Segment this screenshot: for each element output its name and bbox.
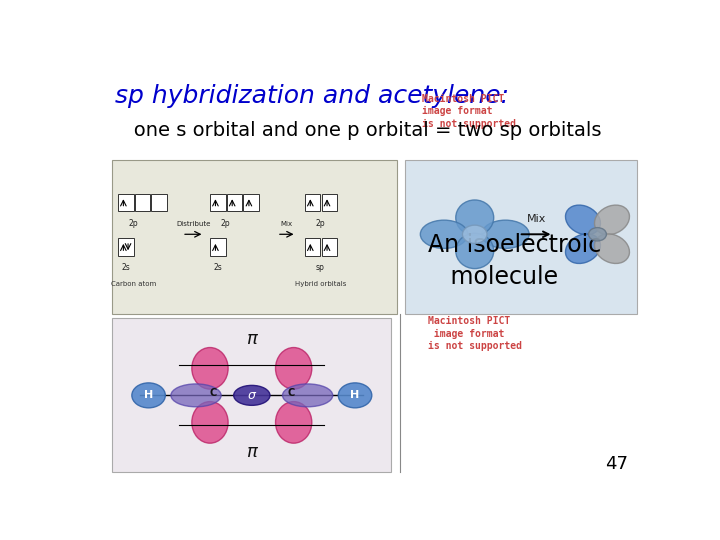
FancyBboxPatch shape bbox=[112, 319, 392, 472]
Text: Distribute: Distribute bbox=[176, 221, 210, 227]
Text: H: H bbox=[351, 390, 360, 400]
Ellipse shape bbox=[565, 234, 600, 264]
Ellipse shape bbox=[565, 205, 600, 235]
Ellipse shape bbox=[234, 386, 270, 406]
Text: sp hybridization and acetylene:: sp hybridization and acetylene: bbox=[115, 84, 509, 107]
FancyBboxPatch shape bbox=[118, 194, 133, 211]
Text: sp: sp bbox=[316, 264, 325, 272]
Text: C: C bbox=[209, 388, 217, 399]
Ellipse shape bbox=[456, 200, 494, 235]
Circle shape bbox=[132, 383, 166, 408]
Text: 2s: 2s bbox=[122, 264, 130, 272]
FancyBboxPatch shape bbox=[112, 160, 397, 314]
Text: 2s: 2s bbox=[213, 264, 222, 272]
FancyBboxPatch shape bbox=[135, 194, 150, 211]
Text: 2p: 2p bbox=[129, 219, 138, 228]
FancyBboxPatch shape bbox=[151, 194, 167, 211]
Ellipse shape bbox=[456, 233, 494, 268]
Text: Macintosh PICT
 image format
is not supported: Macintosh PICT image format is not suppo… bbox=[428, 316, 521, 351]
Ellipse shape bbox=[192, 402, 228, 443]
Text: C: C bbox=[287, 388, 294, 399]
Ellipse shape bbox=[276, 348, 312, 389]
FancyBboxPatch shape bbox=[210, 238, 225, 256]
Ellipse shape bbox=[595, 234, 629, 264]
FancyBboxPatch shape bbox=[405, 160, 637, 314]
Ellipse shape bbox=[420, 220, 468, 248]
FancyBboxPatch shape bbox=[305, 194, 320, 211]
Text: 2p: 2p bbox=[221, 219, 230, 228]
Text: Hybrid orbitals: Hybrid orbitals bbox=[294, 281, 346, 287]
Text: one s orbital and one p orbital = two sp orbitals: one s orbital and one p orbital = two sp… bbox=[115, 121, 602, 140]
Text: Mix: Mix bbox=[281, 221, 293, 227]
Ellipse shape bbox=[192, 348, 228, 389]
FancyBboxPatch shape bbox=[322, 194, 337, 211]
FancyBboxPatch shape bbox=[118, 238, 133, 256]
Text: Mix: Mix bbox=[526, 214, 546, 224]
Text: Carbon atom: Carbon atom bbox=[111, 281, 156, 287]
Text: σ: σ bbox=[248, 389, 256, 402]
Ellipse shape bbox=[171, 384, 221, 407]
Text: 47: 47 bbox=[606, 455, 629, 473]
Ellipse shape bbox=[595, 205, 629, 235]
FancyBboxPatch shape bbox=[227, 194, 243, 211]
Circle shape bbox=[588, 228, 606, 241]
FancyBboxPatch shape bbox=[210, 194, 225, 211]
Text: π: π bbox=[246, 443, 257, 461]
Circle shape bbox=[462, 225, 487, 244]
Text: H: H bbox=[144, 390, 153, 400]
FancyBboxPatch shape bbox=[305, 238, 320, 256]
FancyBboxPatch shape bbox=[322, 238, 337, 256]
Ellipse shape bbox=[482, 220, 529, 248]
Text: Macintosh PICT
image format
is not supported: Macintosh PICT image format is not suppo… bbox=[422, 94, 516, 129]
Ellipse shape bbox=[276, 402, 312, 443]
Ellipse shape bbox=[282, 384, 333, 407]
FancyBboxPatch shape bbox=[243, 194, 259, 211]
Text: π: π bbox=[246, 329, 257, 348]
Circle shape bbox=[338, 383, 372, 408]
Text: An isoelectroic
   molecule: An isoelectroic molecule bbox=[428, 233, 600, 289]
Text: 2p: 2p bbox=[315, 219, 325, 228]
